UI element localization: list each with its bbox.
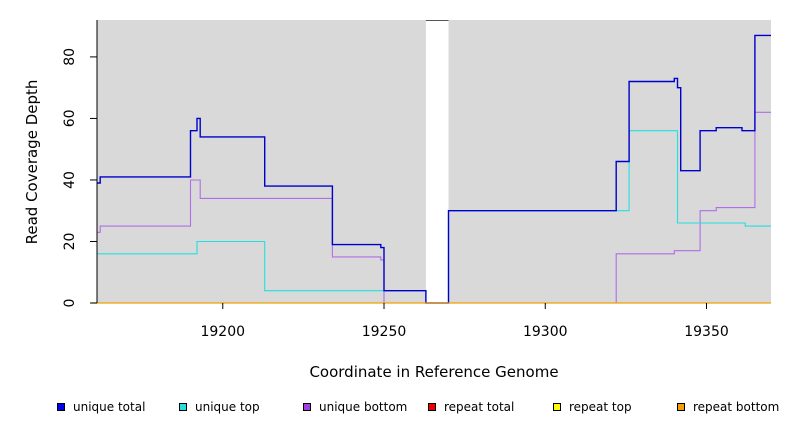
y-axis-label: Read Coverage Depth <box>23 80 41 245</box>
axes: 0 20 40 60 80 19200 19250 19300 19350 <box>62 20 729 340</box>
legend-swatch-unique-top <box>179 403 187 411</box>
x-tick-label: 19250 <box>362 324 407 340</box>
legend: unique total unique top unique bottom re… <box>0 400 792 420</box>
legend-item-unique-total: unique total <box>57 400 145 414</box>
x-axis-label: Coordinate in Reference Genome <box>309 363 558 381</box>
legend-item-unique-top: unique top <box>179 400 260 414</box>
x-tick-label: 19350 <box>684 324 729 340</box>
y-tick-label: 60 <box>62 109 78 127</box>
legend-item-repeat-total: repeat total <box>428 400 514 414</box>
legend-item-unique-bottom: unique bottom <box>303 400 407 414</box>
legend-label: repeat bottom <box>693 400 780 414</box>
plot-area <box>92 20 771 304</box>
y-tick-label: 80 <box>62 48 78 66</box>
legend-item-repeat-top: repeat top <box>553 400 632 414</box>
legend-item-repeat-bottom: repeat bottom <box>677 400 779 414</box>
legend-swatch-repeat-bottom <box>677 403 685 411</box>
legend-label: unique bottom <box>319 400 408 414</box>
legend-swatch-repeat-top <box>553 403 561 411</box>
legend-label: repeat top <box>569 400 632 414</box>
y-tick-label: 0 <box>62 299 78 308</box>
legend-label: unique total <box>73 400 146 414</box>
legend-swatch-repeat-total <box>428 403 436 411</box>
legend-label: repeat total <box>444 400 515 414</box>
coverage-chart: 0 20 40 60 80 19200 19250 19300 19350 Coordinate… <box>23 20 771 381</box>
legend-label: unique top <box>195 400 260 414</box>
x-tick-label: 19300 <box>523 324 568 340</box>
legend-swatch-unique-bottom <box>303 403 311 411</box>
legend-swatch-unique-total <box>57 403 65 411</box>
series-line-unique-total <box>97 34 771 304</box>
gap-region <box>425 20 449 303</box>
y-tick-label: 20 <box>62 233 78 251</box>
x-tick-label: 19200 <box>200 324 245 340</box>
y-tick-label: 40 <box>62 171 78 189</box>
